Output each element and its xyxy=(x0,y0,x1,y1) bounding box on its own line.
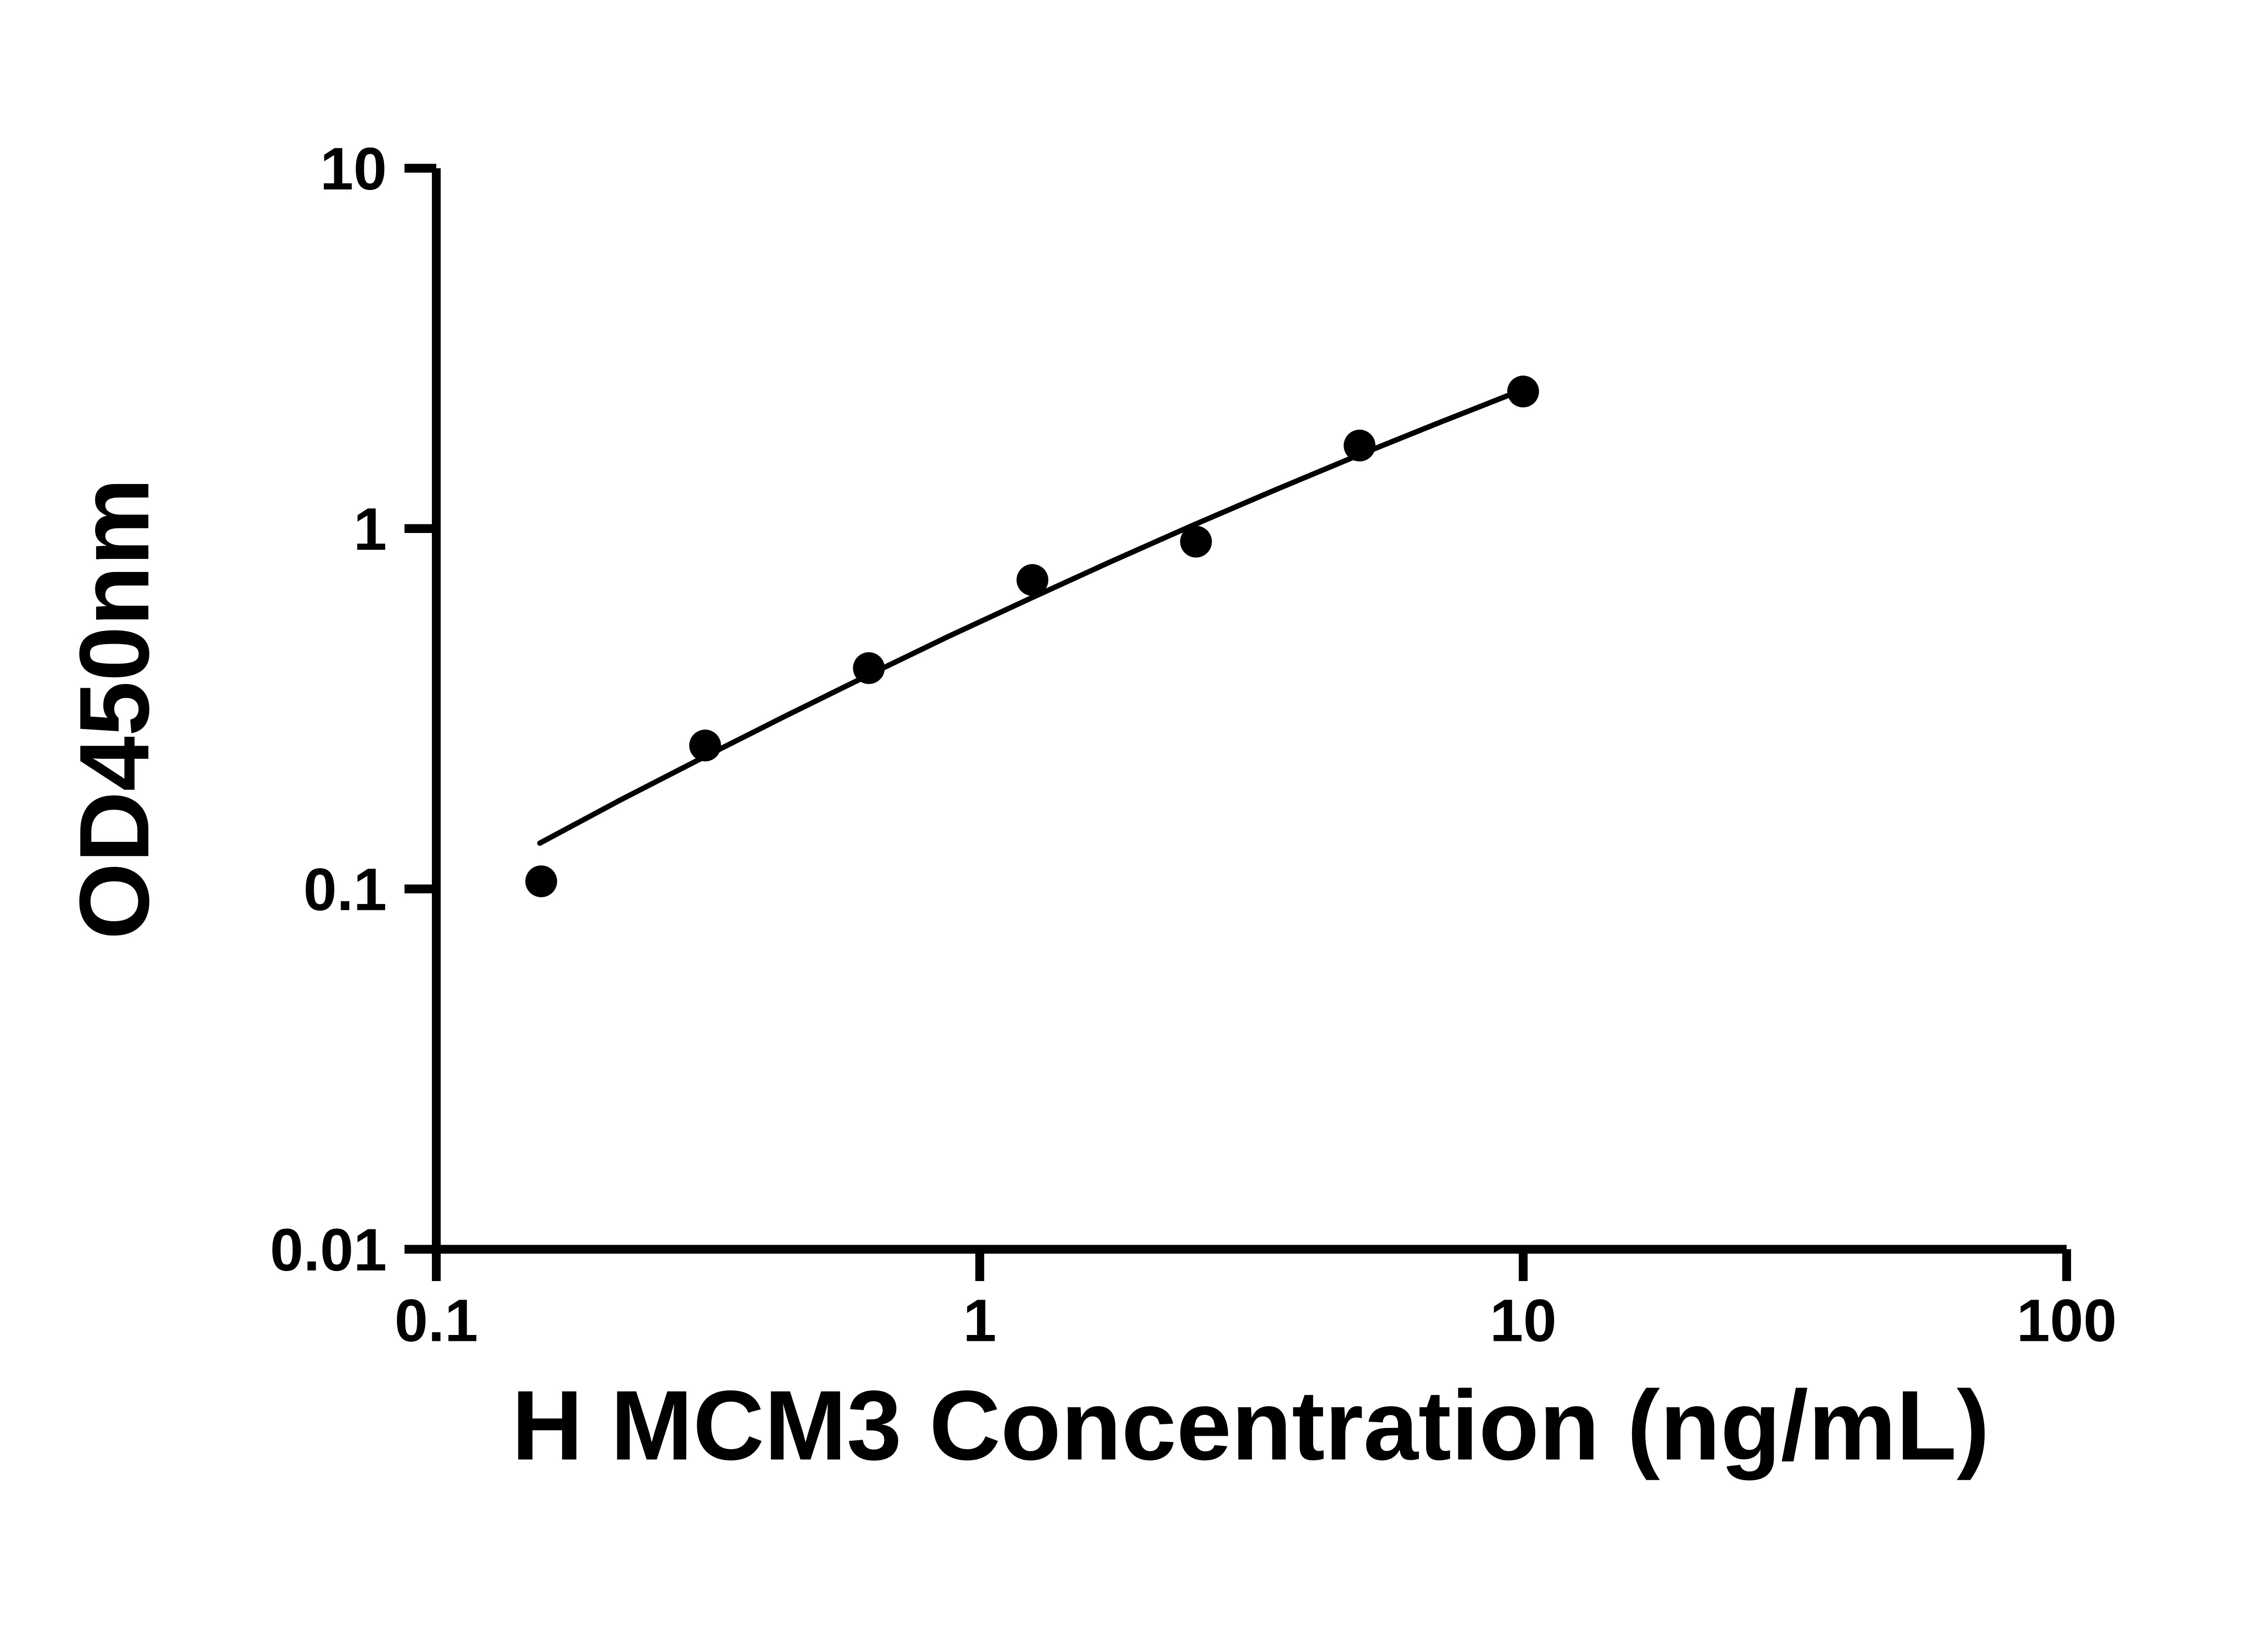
x-axis-title: H MCM3 Concentration (ng/mL) xyxy=(512,1370,1989,1481)
y-axis-tick-label: 0.1 xyxy=(303,856,387,923)
x-axis-tick-label: 100 xyxy=(2017,1287,2117,1354)
x-axis-tick-label: 0.1 xyxy=(395,1287,478,1354)
data-point xyxy=(689,729,721,762)
y-axis-tick-label: 0.01 xyxy=(270,1217,387,1284)
y-axis-title: OD450nm xyxy=(59,478,170,939)
x-axis-tick-label: 10 xyxy=(1490,1287,1556,1354)
y-axis-tick-label: 1 xyxy=(353,496,387,563)
y-axis-tick-label: 10 xyxy=(320,136,387,203)
data-point xyxy=(525,865,557,897)
x-axis-tick-label: 1 xyxy=(963,1287,997,1354)
data-point xyxy=(1017,564,1049,596)
data-point xyxy=(1507,376,1539,408)
data-point xyxy=(1180,526,1212,558)
data-point xyxy=(853,652,885,684)
chart-background xyxy=(0,21,2268,1612)
data-point xyxy=(1344,430,1376,462)
